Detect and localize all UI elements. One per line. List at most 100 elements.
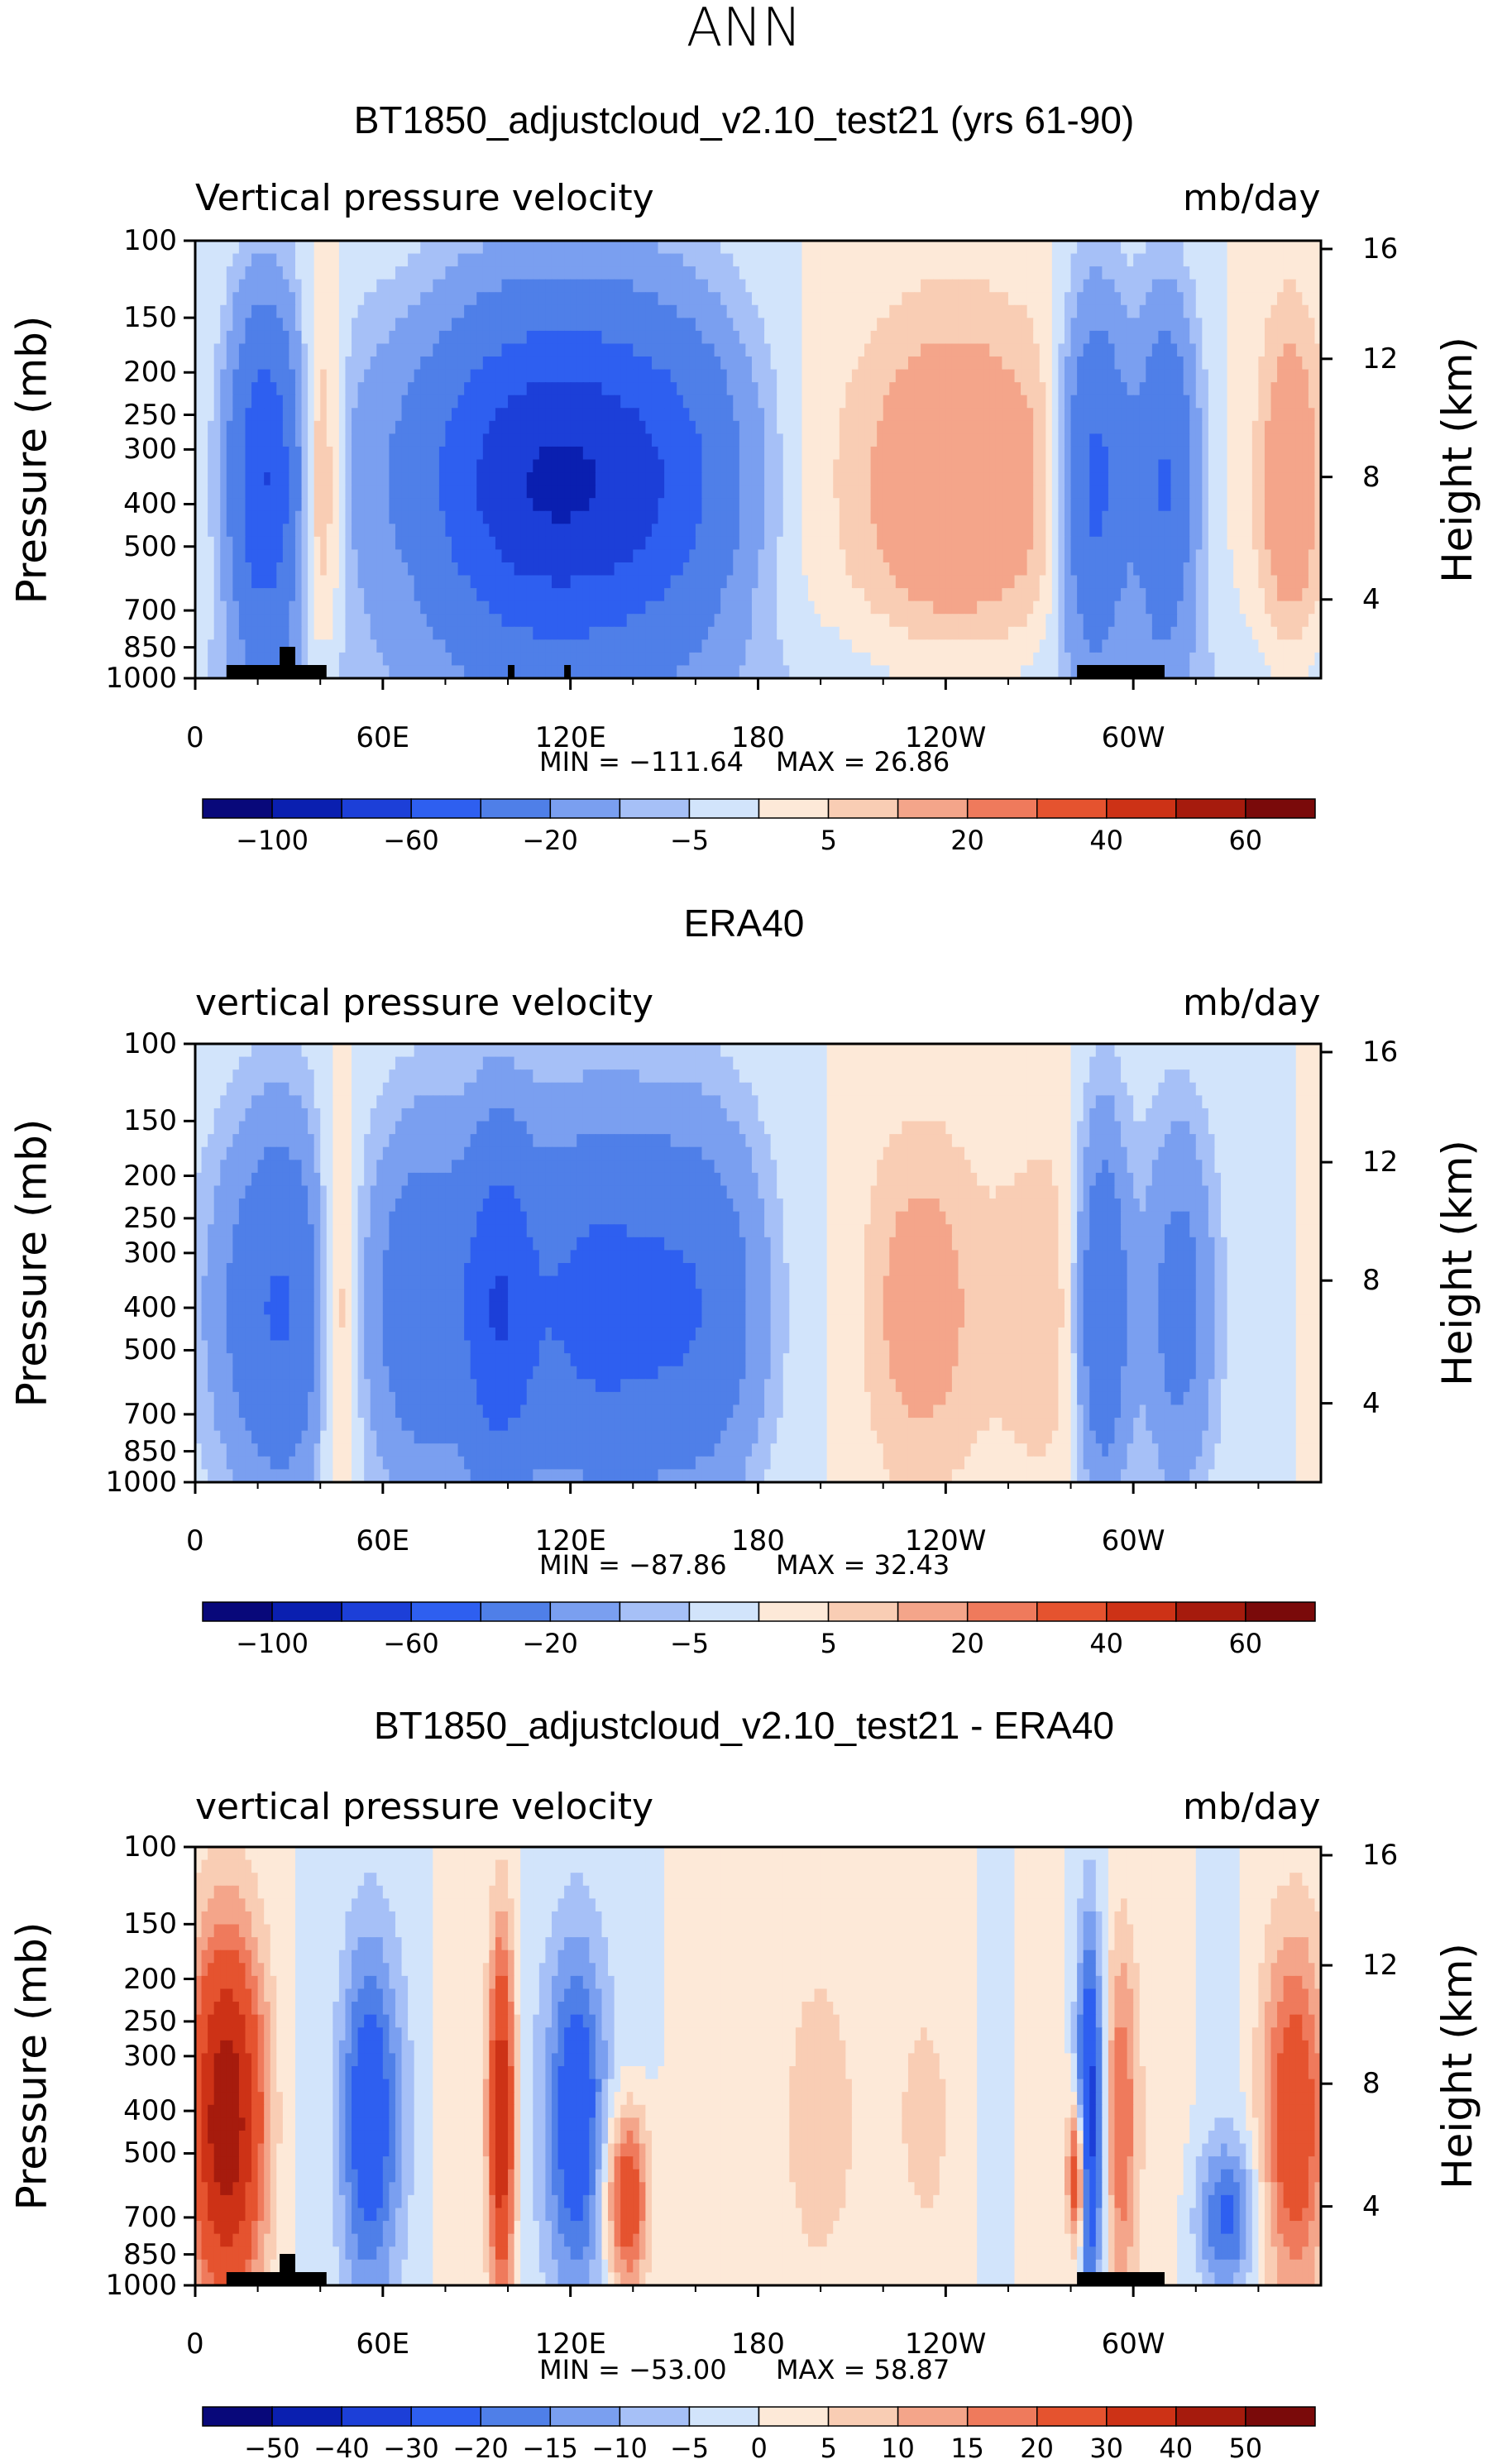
panel-1-colorbar-tick-2: −60 [383,825,439,856]
panel-2-pressure-tick-300: 300 [123,1236,177,1270]
panel-3-colorbar-tick-11: 15 [950,2433,984,2464]
panel-3-max-label: MAX = 58.87 [776,2354,950,2385]
panel-3-pressure-tick-300: 300 [123,2039,177,2073]
panel-3-colorbar-tick-2: −40 [313,2433,370,2464]
panel-1-lon-tick-1: 0 [186,721,204,754]
panel-2-height-tick-12: 12 [1362,1146,1399,1179]
panel-3-lon-tick-1: 0 [186,2328,204,2361]
panel-1-pressure-tick-250: 250 [123,398,177,432]
panel-3-colorbar-tick-12: 20 [1020,2433,1054,2464]
panel-1-pressure-tick-700: 700 [123,594,177,628]
panel-1-height-tick-8: 8 [1362,460,1380,494]
panel-1-colorbar-tick-7: 40 [1089,825,1124,856]
panel-3-contour-field [195,1847,1322,2286]
panel-3-pressure-tick-850: 850 [123,2237,177,2271]
panel-1-pressure-tick-150: 150 [123,301,177,335]
panel-1-topography-mask [226,647,1165,678]
panel-1-variable-label: Vertical pressure velocity [195,177,654,219]
panel-2-pressure-tick-700: 700 [123,1397,177,1431]
panel-3-colorbar-tick-13: 30 [1089,2433,1124,2464]
panel-1-pressure-tick-400: 400 [123,487,177,521]
panel-1-colorbar [202,798,1316,819]
panel-3-pressure-tick-150: 150 [123,1907,177,1941]
panel-1-lon-tick-6: 60W [1101,721,1165,754]
panel-3-height-tick-12: 12 [1362,1949,1399,1983]
panel-3-colorbar-tick-1: −50 [244,2433,300,2464]
panel-2-lon-tick-5: 120W [904,1524,987,1557]
panel-2-colorbar-tick-4: −5 [669,1628,710,1659]
panel-2-min-label: MIN = −87.86 [539,1549,727,1581]
panel-2-height-tick-16: 16 [1362,1036,1399,1069]
panel-3-colorbar-tick-14: 40 [1159,2433,1194,2464]
panel-2-height-tick-4: 4 [1362,1386,1380,1420]
panel-1-height-tick-12: 12 [1362,342,1399,376]
panel-2-colorbar-tick-1: −100 [236,1628,309,1659]
panel-3-pressure-tick-100: 100 [123,1830,177,1864]
panel-1-min-label: MIN = −111.64 [539,746,744,777]
panel-2 [184,1042,1333,1622]
panel-3-lon-tick-3: 120E [534,2328,607,2361]
panel-1-colorbar-tick-6: 20 [950,825,984,856]
panel-1-max-label: MAX = 26.86 [776,746,950,777]
panel-3-lon-tick-6: 60W [1101,2328,1165,2361]
panel-2-height-tick-8: 8 [1362,1264,1380,1298]
panel-1-height-tick-4: 4 [1362,582,1380,616]
panel-3-colorbar-tick-3: −30 [383,2433,439,2464]
panel-2-colorbar-tick-3: −20 [522,1628,578,1659]
panel-3-height-tick-8: 8 [1362,2067,1380,2101]
panel-2-pressure-tick-150: 150 [123,1104,177,1138]
panel-3-min-label: MIN = −53.00 [539,2354,727,2385]
panel-1-colorbar-tick-5: 5 [820,825,837,856]
panel-1 [184,239,1333,819]
panel-2-lon-tick-4: 180 [731,1524,785,1557]
panel-1-title: BT1850_adjustcloud_v2.10_test21 (yrs 61-… [353,98,1135,141]
panel-3-pressure-tick-400: 400 [123,2094,177,2128]
panel-1-pressure-tick-1000: 1000 [105,662,177,695]
panel-1-colorbar-tick-1: −100 [236,825,309,856]
panel-2-lon-tick-1: 0 [186,1524,204,1557]
panel-3-pressure-tick-200: 200 [123,1962,177,1996]
panel-3-colorbar-tick-15: 50 [1228,2433,1263,2464]
panel-3-lon-tick-4: 180 [731,2328,785,2361]
panel-2-title: ERA40 [683,902,805,945]
panel-3-colorbar-tick-7: −5 [669,2433,710,2464]
panel-1-pressure-tick-850: 850 [123,630,177,664]
season-title: ANN [686,0,802,59]
panel-2-pressure-tick-250: 250 [123,1201,177,1235]
panel-2-colorbar-tick-7: 40 [1089,1628,1124,1659]
panel-2-colorbar-tick-8: 60 [1228,1628,1263,1659]
panel-3-units-label: mb/day [1183,1786,1321,1828]
panel-2-lon-tick-6: 60W [1101,1524,1165,1557]
panel-2-pressure-tick-200: 200 [123,1159,177,1193]
panel-1-lon-tick-4: 180 [731,721,785,754]
panel-3-pressure-tick-700: 700 [123,2200,177,2234]
panel-3-colorbar-tick-6: −10 [591,2433,648,2464]
panel-2-lon-tick-2: 60E [356,1524,410,1557]
panel-3-colorbar-tick-9: 5 [820,2433,837,2464]
panel-2-colorbar-tick-2: −60 [383,1628,439,1659]
panel-3-title: BT1850_adjustcloud_v2.10_test21 - ERA40 [373,1704,1115,1747]
panel-1-lon-tick-2: 60E [356,721,410,754]
panel-1-pressure-tick-500: 500 [123,529,177,563]
panel-2-colorbar-tick-6: 20 [950,1628,984,1659]
panel-2-units-label: mb/day [1183,982,1321,1024]
panel-1-lon-tick-3: 120E [534,721,607,754]
panel-1-height-tick-16: 16 [1362,232,1399,266]
panel-2-variable-label: vertical pressure velocity [195,982,654,1024]
panel-1-pressure-tick-100: 100 [123,224,177,257]
panel-2-pressure-tick-500: 500 [123,1333,177,1367]
panel-3-pressure-tick-500: 500 [123,2136,177,2170]
panel-1-contour-field [195,241,1322,679]
panel-2-lon-tick-3: 120E [534,1524,607,1557]
panel-1-pressure-tick-200: 200 [123,356,177,390]
panel-3-lon-tick-5: 120W [904,2328,987,2361]
panel-2-colorbar-tick-5: 5 [820,1628,837,1659]
panel-2-pressure-tick-400: 400 [123,1291,177,1325]
panel-2-pressure-tick-100: 100 [123,1027,177,1060]
panel-3-pressure-tick-250: 250 [123,2004,177,2038]
panel-3-colorbar-tick-10: 10 [881,2433,915,2464]
panel-1-lon-tick-5: 120W [904,721,987,754]
panel-1-pressure-tick-300: 300 [123,433,177,466]
panel-2-pressure-tick-1000: 1000 [105,1466,177,1499]
